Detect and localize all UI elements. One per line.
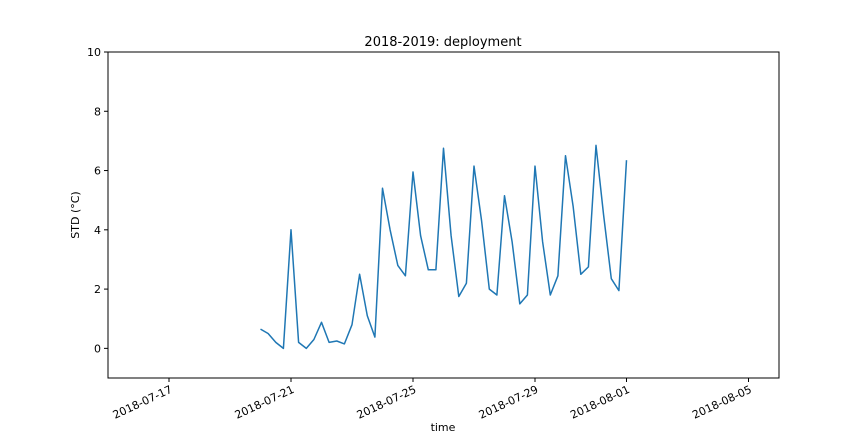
x-axis-label: time — [431, 421, 456, 432]
y-tick-label: 4 — [94, 224, 101, 237]
y-tick-label: 8 — [94, 105, 101, 118]
axes-frame — [107, 51, 780, 379]
y-tick-label: 6 — [94, 165, 101, 178]
y-tick-label: 2 — [94, 283, 101, 296]
chart-title: 2018-2019: deployment — [364, 35, 521, 50]
y-axis-label: STD (°C) — [69, 191, 82, 238]
y-tick-label: 10 — [87, 46, 101, 59]
series-line-0 — [260, 144, 628, 350]
y-tick-label: 0 — [94, 342, 101, 355]
